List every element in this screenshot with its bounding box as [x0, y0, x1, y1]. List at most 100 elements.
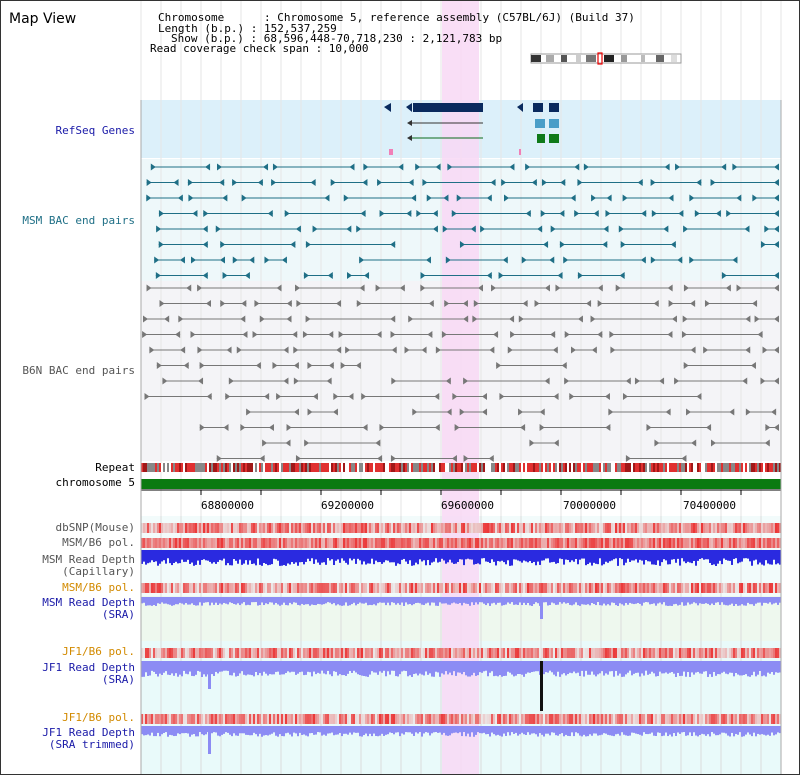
- read-depth-bar: [695, 726, 697, 736]
- read-depth-bar: [739, 661, 741, 676]
- polymorphism-mark: [675, 538, 677, 548]
- polymorphism-mark: [289, 648, 291, 658]
- read-depth-bar: [329, 726, 331, 734]
- repeat-mark: [657, 463, 659, 472]
- polymorphism-mark: [295, 538, 297, 548]
- gene-feature: [407, 120, 412, 126]
- polymorphism-mark: [143, 648, 145, 658]
- track-label-msm-depth-capillary-sub: (Capillary): [62, 565, 135, 578]
- polymorphism-mark: [385, 648, 387, 658]
- read-depth-bar: [767, 597, 769, 604]
- track-label-msm-b6-pol[interactable]: MSM/B6 pol.: [62, 536, 135, 549]
- read-depth-bar: [497, 661, 499, 677]
- polymorphism-mark: [611, 714, 613, 724]
- read-depth-bar: [669, 597, 671, 606]
- polymorphism-mark: [709, 523, 711, 533]
- track-label-msm-bac[interactable]: MSM BAC end pairs: [22, 214, 135, 227]
- polymorphism-mark: [525, 538, 527, 548]
- repeat-mark: [309, 463, 311, 472]
- repeat-mark: [453, 463, 455, 472]
- polymorphism-mark: [517, 648, 519, 658]
- polymorphism-mark: [679, 714, 681, 724]
- polymorphism-mark: [293, 523, 295, 533]
- read-depth-bar: [701, 550, 703, 559]
- polymorphism-mark: [449, 648, 451, 658]
- polymorphism-mark: [237, 538, 239, 548]
- b6n-bac-pair: [285, 439, 291, 447]
- polymorphism-mark: [575, 523, 577, 533]
- polymorphism-mark: [507, 648, 509, 658]
- polymorphism-mark: [557, 538, 559, 548]
- track-label-jf1-depth-trimmed[interactable]: JF1 Read Depth: [42, 726, 135, 739]
- track-label-jf1-depth-sra[interactable]: JF1 Read Depth: [42, 661, 135, 674]
- read-depth-bar: [157, 661, 159, 677]
- read-depth-bar: [227, 726, 229, 733]
- polymorphism-mark: [341, 523, 343, 533]
- repeat-mark: [411, 463, 413, 472]
- polymorphism-mark: [645, 714, 647, 724]
- read-depth-bar: [665, 726, 667, 733]
- read-depth-bar: [361, 726, 363, 737]
- msm-bac-pair: [150, 163, 156, 171]
- track-label-jf1-b6-pol[interactable]: JF1/B6 pol.: [62, 645, 135, 658]
- track-label-msm-depth-capillary[interactable]: MSM Read Depth: [42, 553, 135, 566]
- b6n-bac-pair: [696, 393, 702, 400]
- track-label-refseq[interactable]: RefSeq Genes: [55, 124, 135, 137]
- read-depth-bar: [737, 550, 739, 564]
- read-depth-bar: [229, 661, 231, 676]
- polymorphism-mark: [605, 523, 607, 533]
- polymorphism-mark: [393, 538, 395, 548]
- track-label-msm-depth-sra[interactable]: MSM Read Depth: [42, 596, 135, 609]
- repeat-mark: [253, 463, 255, 472]
- msm-bac-pair: [677, 256, 683, 264]
- polymorphism-mark: [565, 648, 567, 658]
- read-depth-bar: [181, 597, 183, 604]
- track-label-dbsnp[interactable]: dbSNP(Mouse): [55, 521, 135, 534]
- read-depth-bar: [221, 726, 223, 735]
- polymorphism-mark: [659, 523, 661, 533]
- polymorphism-mark: [141, 648, 143, 658]
- repeat-mark: [437, 463, 439, 472]
- read-depth-bar: [487, 726, 489, 735]
- read-depth-bar: [427, 726, 429, 733]
- read-depth-bar: [555, 661, 557, 677]
- read-depth-bar: [655, 726, 657, 737]
- read-depth-bar: [265, 550, 267, 564]
- read-depth-bar: [717, 661, 719, 675]
- track-label-repeat[interactable]: Repeat: [95, 461, 135, 474]
- read-depth-bar: [465, 597, 467, 604]
- repeat-mark: [401, 463, 403, 472]
- polymorphism-mark: [589, 714, 591, 724]
- msm-bac-pair: [263, 163, 269, 171]
- repeat-mark: [405, 463, 407, 472]
- polymorphism-mark: [467, 583, 469, 593]
- read-depth-bar: [399, 661, 401, 675]
- read-depth-bar: [319, 597, 321, 605]
- polymorphism-mark: [203, 583, 205, 593]
- polymorphism-mark: [633, 523, 635, 533]
- polymorphism-mark: [767, 523, 769, 533]
- polymorphism-mark: [775, 648, 777, 658]
- repeat-mark: [669, 463, 671, 472]
- track-label-msm-b6-pol-sra[interactable]: MSM/B6 pol.: [62, 581, 135, 594]
- gene-feature: [517, 103, 523, 112]
- polymorphism-mark: [581, 523, 583, 533]
- polymorphism-mark: [293, 648, 295, 658]
- polymorphism-mark: [523, 714, 525, 724]
- repeat-mark: [383, 463, 385, 472]
- polymorphism-mark: [427, 523, 429, 533]
- read-depth-bar: [533, 726, 535, 734]
- read-depth-bar: [617, 597, 619, 606]
- polymorphism-mark: [357, 648, 359, 658]
- polymorphism-mark: [621, 648, 623, 658]
- b6n-bac-pair: [412, 408, 418, 416]
- polymorphism-mark: [607, 523, 609, 533]
- polymorphism-mark: [569, 523, 571, 533]
- read-depth-bar: [387, 661, 389, 672]
- read-depth-bar: [773, 550, 775, 560]
- polymorphism-mark: [637, 523, 639, 533]
- track-label-jf1-b6-pol-2[interactable]: JF1/B6 pol.: [62, 711, 135, 724]
- read-depth-bar: [719, 726, 721, 735]
- track-label-b6n-bac[interactable]: B6N BAC end pairs: [22, 364, 135, 377]
- polymorphism-mark: [429, 583, 431, 593]
